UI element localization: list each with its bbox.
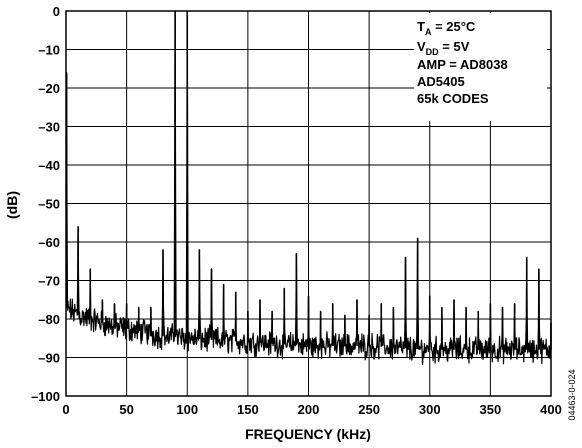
y-tick-label: –20 [38,81,60,96]
y-axis-label: (dB) [4,191,20,219]
annotation-device: AD5405 [417,74,465,89]
y-tick-label: –70 [38,274,60,289]
y-tick-label: 0 [53,4,60,19]
figure-id: 04463-0-024 [567,369,577,420]
y-tick-label: –90 [38,351,60,366]
x-tick-label: 0 [62,402,69,417]
y-tick-label: –50 [38,197,60,212]
y-tick-label: –80 [38,312,60,327]
x-tick-label: 200 [298,402,320,417]
y-tick-label: –30 [38,120,60,135]
conditions-annotation: TA = 25°C VDD = 5V AMP = AD8038 AD5405 6… [414,13,547,121]
annotation-codes: 65k CODES [417,91,489,106]
x-axis-label: FREQUENCY (kHz) [245,426,371,442]
x-tick-labels: 0 50 100 150 200 250 300 350 400 [62,402,561,417]
annotation-amp: AMP = AD8038 [417,57,508,72]
x-tick-label: 350 [480,402,502,417]
x-tick-label: 400 [540,402,562,417]
x-tick-label: 250 [358,402,380,417]
y-tick-label: –60 [38,235,60,250]
x-tick-label: 100 [176,402,198,417]
y-tick-labels: 0 –10 –20 –30 –40 –50 –60 –70 –80 –90 –100 [31,4,60,404]
x-tick-label: 50 [119,402,133,417]
x-tick-label: 150 [237,402,259,417]
x-tick-label: 300 [419,402,441,417]
y-tick-label: –10 [38,43,60,58]
annotation-ta: TA = 25°C [417,19,476,37]
annotation-vdd: VDD = 5V [417,39,470,57]
annotation-background [414,13,547,121]
plot-frame [65,10,552,397]
y-tick-label: –40 [38,158,60,173]
y-tick-label: –100 [31,389,60,404]
